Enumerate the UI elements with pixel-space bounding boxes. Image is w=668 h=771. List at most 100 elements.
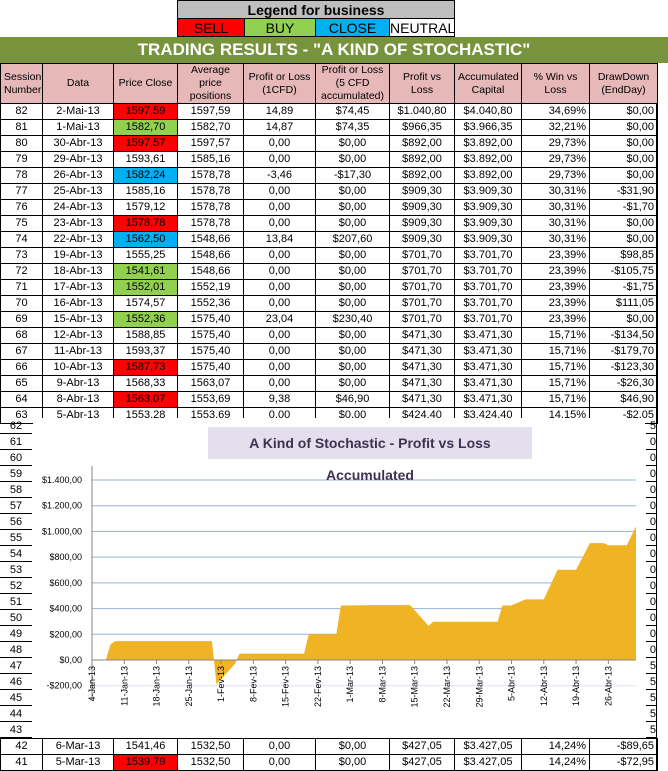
cell-profit-vs-loss[interactable]: $966,35 [389,119,455,136]
cell-date[interactable]: 29-Abr-13 [42,151,114,168]
cell-profit-vs-loss[interactable]: $471,30 [389,343,455,360]
cell-price-close[interactable]: 1574,57 [113,295,178,312]
cell-drawdown[interactable]: -$1,70 [589,199,658,216]
cell-accumulated-capital[interactable]: $3.701,70 [454,295,522,312]
cell-accumulated-capital[interactable]: $3.701,70 [454,311,522,328]
cell-average-price[interactable]: 1532,50 [177,754,244,771]
cell-average-price[interactable]: 1563,07 [177,375,244,392]
cell-accumulated-capital[interactable]: $3.892,00 [454,167,522,184]
cell-price-close[interactable]: 1593,61 [113,151,178,168]
cell-session-number[interactable]: 68 [0,327,43,344]
cell-profit-loss-1cfd[interactable]: 0,00 [243,754,316,771]
cell-profit-vs-loss[interactable]: $471,30 [389,391,455,408]
cell-price-close[interactable]: 1587,73 [113,359,178,376]
cell-price-close[interactable]: 1562,50 [113,231,178,248]
cell-accumulated-capital[interactable]: $3.701,70 [454,263,522,280]
cell-drawdown[interactable]: $111,05 [589,295,658,312]
cell-price-close[interactable]: 1593,37 [113,343,178,360]
cell-drawdown[interactable]: $0,00 [589,119,658,136]
cell-price-close[interactable]: 1555,25 [113,247,178,264]
cell-session-number[interactable]: 81 [0,119,43,136]
cell-win-vs-loss[interactable]: 23,39% [521,295,590,312]
cell-profit-loss-1cfd[interactable]: 9,38 [243,391,316,408]
cell-average-price[interactable]: 1575,40 [177,359,244,376]
cell-profit-loss-1cfd[interactable]: 0,00 [243,263,316,280]
cell-win-vs-loss[interactable]: 14,24% [521,754,590,771]
cell-win-vs-loss[interactable]: 23,39% [521,247,590,264]
cell-drawdown[interactable]: -$134,50 [589,327,658,344]
cell-drawdown[interactable]: -$89,65 [589,738,658,755]
cell-accumulated-capital[interactable]: $3.909,30 [454,231,522,248]
cell-win-vs-loss[interactable]: 23,39% [521,263,590,280]
cell-price-close[interactable]: 1585,16 [113,183,178,200]
cell-profit-loss-5cfd[interactable]: $0,00 [315,199,390,216]
cell-date[interactable]: 26-Abr-13 [42,167,114,184]
cell-average-price[interactable]: 1548,66 [177,231,244,248]
cell-price-close[interactable]: 1582,70 [113,119,178,136]
cell-profit-vs-loss[interactable]: $471,30 [389,327,455,344]
cell-accumulated-capital[interactable]: $3.471,30 [454,327,522,344]
cell-profit-loss-5cfd[interactable]: $0,00 [315,135,390,152]
cell-profit-loss-1cfd[interactable]: 0,00 [243,327,316,344]
cell-win-vs-loss[interactable]: 23,39% [521,311,590,328]
cell-profit-loss-5cfd[interactable]: $0,00 [315,375,390,392]
profit-chart[interactable]: $1.400,00 $1.200,00 $1.000,00 $800,00 $600,0… [33,418,645,738]
cell-average-price[interactable]: 1532,50 [177,738,244,755]
cell-session-number[interactable]: 42 [0,738,43,755]
cell-win-vs-loss[interactable]: 30,31% [521,199,590,216]
cell-session-number[interactable]: 65 [0,375,43,392]
cell-profit-loss-1cfd[interactable]: 0,00 [243,151,316,168]
cell-profit-loss-1cfd[interactable]: 0,00 [243,738,316,755]
cell-win-vs-loss[interactable]: 15,71% [521,391,590,408]
cell-average-price[interactable]: 1597,59 [177,103,244,120]
cell-price-close[interactable]: 1568,33 [113,375,178,392]
cell-win-vs-loss[interactable]: 29,73% [521,151,590,168]
cell-average-price[interactable]: 1575,40 [177,343,244,360]
cell-win-vs-loss[interactable]: 15,71% [521,359,590,376]
cell-session-number[interactable]: 69 [0,311,43,328]
cell-profit-vs-loss[interactable]: $909,30 [389,199,455,216]
cell-session-number[interactable]: 72 [0,263,43,280]
cell-profit-loss-5cfd[interactable]: $0,00 [315,247,390,264]
cell-average-price[interactable]: 1578,78 [177,199,244,216]
cell-date[interactable]: 6-Mar-13 [42,738,114,755]
cell-session-number[interactable]: 41 [0,754,43,771]
cell-date[interactable]: 1-Mai-13 [42,119,114,136]
cell-profit-vs-loss[interactable]: $701,70 [389,311,455,328]
cell-session-number[interactable]: 63 [0,407,43,424]
cell-price-close[interactable]: 1541,61 [113,263,178,280]
cell-date[interactable]: 12-Abr-13 [42,327,114,344]
cell-session-number[interactable]: 67 [0,343,43,360]
cell-average-price[interactable]: 1578,78 [177,167,244,184]
cell-profit-loss-5cfd[interactable]: $0,00 [315,327,390,344]
cell-session-number[interactable]: 66 [0,359,43,376]
cell-date[interactable]: 23-Abr-13 [42,215,114,232]
cell-profit-loss-1cfd[interactable]: 0,00 [243,375,316,392]
cell-profit-vs-loss[interactable]: $909,30 [389,183,455,200]
cell-profit-loss-5cfd[interactable]: -$17,30 [315,167,390,184]
cell-price-close[interactable]: 1539,79 [113,754,178,771]
cell-average-price[interactable]: 1552,19 [177,279,244,296]
cell-profit-vs-loss[interactable]: $1.040,80 [389,103,455,120]
cell-profit-loss-1cfd[interactable]: 0,00 [243,279,316,296]
cell-price-close[interactable]: 1552,01 [113,279,178,296]
cell-win-vs-loss[interactable]: 29,73% [521,135,590,152]
cell-drawdown[interactable]: $0,00 [589,231,658,248]
cell-win-vs-loss[interactable]: 14,24% [521,738,590,755]
cell-profit-loss-5cfd[interactable]: $0,00 [315,343,390,360]
cell-session-number[interactable]: 76 [0,199,43,216]
cell-accumulated-capital[interactable]: $3.909,30 [454,183,522,200]
cell-date[interactable]: 8-Abr-13 [42,391,114,408]
cell-date[interactable]: 18-Abr-13 [42,263,114,280]
cell-accumulated-capital[interactable]: $3.471,30 [454,343,522,360]
cell-profit-loss-5cfd[interactable]: $46,90 [315,391,390,408]
cell-profit-vs-loss[interactable]: $701,70 [389,247,455,264]
cell-average-price[interactable]: 1578,78 [177,215,244,232]
cell-profit-loss-1cfd[interactable]: 0,00 [243,135,316,152]
cell-date[interactable]: 22-Abr-13 [42,231,114,248]
cell-date[interactable]: 30-Abr-13 [42,135,114,152]
cell-profit-vs-loss[interactable]: $427,05 [389,738,455,755]
cell-drawdown[interactable]: $46,90 [589,391,658,408]
cell-profit-loss-5cfd[interactable]: $207,60 [315,231,390,248]
cell-date[interactable]: 25-Abr-13 [42,183,114,200]
